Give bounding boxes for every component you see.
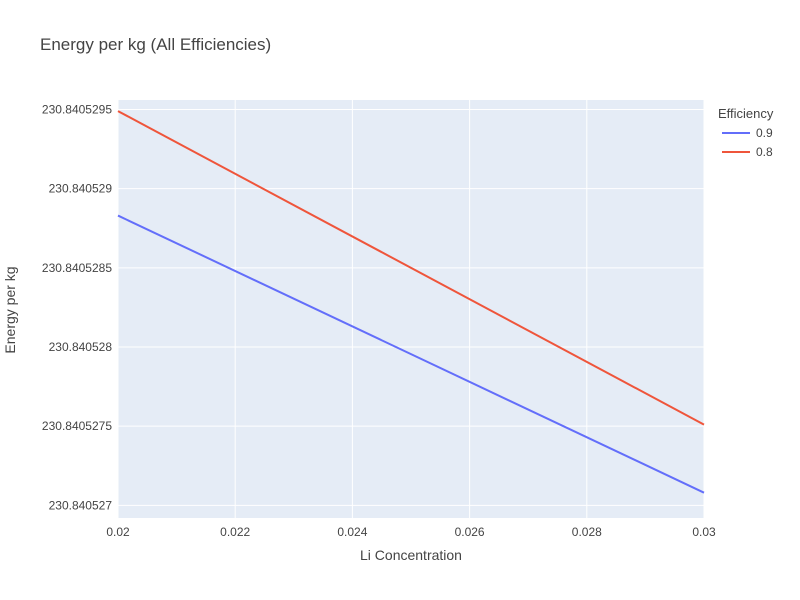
series-line-0-8 — [117, 110, 705, 426]
y-tick-label: 230.840527 — [49, 498, 113, 512]
y-tick-label: 230.840528 — [49, 340, 113, 354]
x-axis-title: Li Concentration — [360, 547, 462, 563]
legend-title: Efficiency — [718, 106, 774, 121]
x-tick-label: 0.026 — [455, 525, 485, 539]
y-tick-label: 230.8405285 — [42, 261, 112, 275]
y-tick-label: 230.8405275 — [42, 419, 112, 433]
x-tick-label: 0.03 — [692, 525, 716, 539]
x-tick-label: 0.024 — [337, 525, 367, 539]
x-tick-label: 0.022 — [220, 525, 250, 539]
x-axis-ticks: 0.02 0.022 0.024 0.026 0.028 0.03 — [106, 525, 716, 539]
x-tick-label: 0.02 — [106, 525, 130, 539]
chart-title: Energy per kg (All Efficiencies) — [40, 35, 271, 54]
plot-area — [118, 100, 704, 518]
series-layer — [117, 110, 705, 494]
legend-label: 0.9 — [756, 126, 773, 140]
legend-item[interactable]: 0.8 — [722, 145, 773, 159]
legend: Efficiency 0.9 0.8 — [718, 106, 774, 159]
y-tick-label: 230.840529 — [49, 182, 113, 196]
x-tick-label: 0.028 — [572, 525, 602, 539]
series-line-0-9 — [117, 214, 705, 494]
grid — [117, 100, 705, 518]
y-tick-label: 230.8405295 — [42, 103, 112, 117]
y-axis-title: Energy per kg — [2, 266, 18, 353]
legend-label: 0.8 — [756, 145, 773, 159]
y-axis-ticks: 230.840527 230.8405275 230.840528 230.84052… — [42, 103, 112, 513]
legend-item[interactable]: 0.9 — [722, 126, 773, 140]
